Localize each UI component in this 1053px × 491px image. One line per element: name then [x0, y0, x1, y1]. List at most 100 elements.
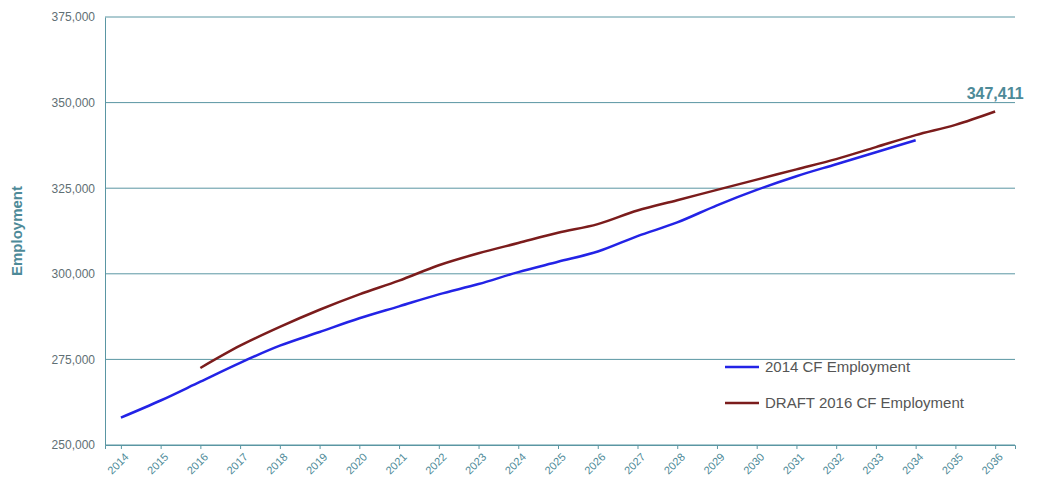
- plot-area: 250,000 275,000 300,000 325,000 350,000 375,0…: [52, 10, 1024, 476]
- x-tick: 2029: [701, 445, 727, 476]
- x-tick-mark: [796, 445, 797, 449]
- legend-label: DRAFT 2016 CF Employment: [765, 394, 965, 411]
- lines: [121, 111, 995, 417]
- x-tick-label: 2033: [860, 451, 886, 477]
- x-tick-mark: [479, 445, 480, 449]
- x-tick-mark: [359, 445, 360, 449]
- x-tick-label: 2022: [423, 451, 449, 477]
- x-tick: 2019: [304, 445, 330, 476]
- x-tick: 2026: [582, 445, 608, 476]
- x-tick: 2017: [224, 445, 250, 476]
- x-tick-mark: [121, 445, 122, 449]
- x-tick-label: 2035: [939, 451, 965, 477]
- x-tick-label: 2028: [661, 451, 687, 477]
- x-tick: 2018: [264, 445, 290, 476]
- x-tick-mark: [598, 445, 599, 449]
- x-tick-label: 2014: [105, 451, 131, 477]
- x-tick: 2030: [741, 445, 767, 476]
- y-tick: 350,000: [52, 96, 105, 110]
- x-tick-label: 2023: [463, 451, 489, 477]
- x-tick-label: 2027: [622, 451, 648, 477]
- y-tick-label: 375,000: [52, 10, 96, 24]
- x-tick-label: 2020: [343, 451, 369, 477]
- x-tick-label: 2019: [304, 451, 330, 477]
- x-tick-label: 2030: [741, 451, 767, 477]
- grid-line: [105, 102, 1015, 103]
- y-axis-line: [105, 18, 106, 446]
- grid-line: [105, 188, 1015, 189]
- legend-item: 2014 CF Employment: [725, 358, 911, 375]
- x-axis-line: [106, 446, 1016, 450]
- x-tick: 2015: [145, 445, 171, 476]
- x-tick: 2028: [661, 445, 687, 476]
- x-tick-mark: [558, 445, 559, 449]
- x-tick: 2024: [502, 445, 528, 476]
- x-tick: 2034: [900, 445, 926, 476]
- y-tick: 300,000: [52, 267, 105, 281]
- y-axis-title: Employment: [8, 186, 25, 276]
- x-tick-mark: [200, 445, 201, 449]
- x-tick-label: 2016: [184, 451, 210, 477]
- y-tick-label: 250,000: [52, 438, 96, 452]
- x-tick-mark: [637, 445, 638, 449]
- x-tick: 2035: [939, 445, 965, 476]
- x-tick-mark: [320, 445, 321, 449]
- x-tick-mark: [677, 445, 678, 449]
- y-tick: 250,000: [52, 438, 105, 452]
- legend-label: 2014 CF Employment: [765, 358, 911, 375]
- grid-line: [105, 273, 1015, 274]
- y-tick-label: 275,000: [52, 353, 96, 367]
- x-tick-mark: [717, 445, 718, 449]
- y-tick: 375,000: [52, 10, 105, 24]
- x-tick-label: 2021: [383, 451, 409, 477]
- series-line: [200, 111, 995, 367]
- x-tick: 2020: [343, 445, 369, 476]
- x-tick: 2022: [423, 445, 449, 476]
- x-tick-label: 2024: [502, 451, 528, 477]
- x-tick-label: 2026: [582, 451, 608, 477]
- x-tick-mark: [955, 445, 956, 449]
- x-tick: 2036: [979, 445, 1005, 476]
- x-tick-label: 2025: [542, 451, 568, 477]
- x-tick-label: 2032: [820, 451, 846, 477]
- x-tick-label: 2034: [900, 451, 926, 477]
- legend: 2014 CF Employment DRAFT 2016 CF Employme…: [725, 358, 965, 411]
- x-tick-mark: [757, 445, 758, 449]
- x-tick-label: 2015: [145, 451, 171, 477]
- x-tick-mark: [916, 445, 917, 449]
- grid: [105, 17, 1015, 445]
- x-tick: 2031: [781, 445, 807, 476]
- annotation: 347,411: [967, 85, 1024, 102]
- x-tick-mark: [876, 445, 877, 449]
- y-tick-label: 300,000: [52, 267, 96, 281]
- x-tick: 2027: [622, 445, 648, 476]
- x-tick: 2021: [383, 445, 409, 476]
- y-tick: 325,000: [52, 182, 105, 196]
- x-tick-label: 2031: [781, 451, 807, 477]
- x-tick-label: 2017: [224, 451, 250, 477]
- x-tick-mark: [439, 445, 440, 449]
- x-tick-mark: [240, 445, 241, 449]
- x-tick-mark: [836, 445, 837, 449]
- x-tick: 2033: [860, 445, 886, 476]
- x-tick-label: 2029: [701, 451, 727, 477]
- x-tick: 2032: [820, 445, 846, 476]
- x-tick: 2016: [184, 445, 210, 476]
- legend-swatch: [725, 366, 759, 369]
- grid-line: [105, 17, 1015, 18]
- x-tick-mark: [161, 445, 162, 449]
- x-tick-mark: [995, 445, 996, 449]
- y-tick-label: 325,000: [52, 182, 96, 196]
- y-axis: 250,000 275,000 300,000 325,000 350,000 375,0…: [52, 10, 106, 452]
- x-tick-mark: [399, 445, 400, 449]
- x-axis: 2014 2015 2016 2017 2018 2019 2020 2021 2022 2023…: [105, 445, 1015, 476]
- x-tick-label: 2018: [264, 451, 290, 477]
- x-tick: 2014: [105, 445, 131, 476]
- x-tick-label: 2036: [979, 451, 1005, 477]
- y-tick-label: 350,000: [52, 96, 96, 110]
- x-tick-mark: [518, 445, 519, 449]
- series-line: [121, 140, 916, 417]
- x-tick-mark: [280, 445, 281, 449]
- y-tick: 275,000: [52, 353, 105, 367]
- legend-swatch: [725, 402, 759, 405]
